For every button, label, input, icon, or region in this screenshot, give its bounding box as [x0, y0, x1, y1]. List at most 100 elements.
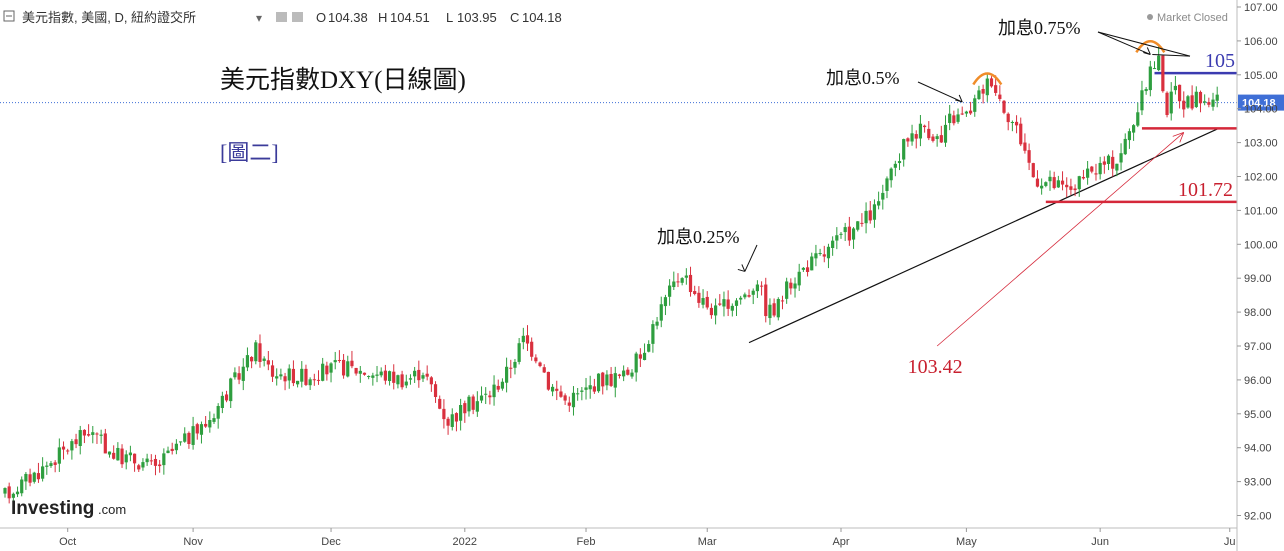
candle-body	[776, 298, 780, 318]
y-tick-label: 92.00	[1244, 511, 1272, 523]
candle-body	[28, 474, 32, 483]
candle-body	[116, 447, 120, 461]
rate-hike-annotation: 加息0.75%	[998, 18, 1081, 38]
y-axis: 92.00 93.00 94.00 95.00 96.00 97.00 98.00 99.00…	[1236, 0, 1278, 551]
candle-body	[906, 138, 910, 142]
candle-body	[312, 379, 316, 381]
annotation-pointer-head	[737, 264, 746, 272]
candle-body	[308, 379, 312, 386]
candle-body	[956, 114, 960, 122]
candle-body	[1052, 177, 1056, 189]
candle-body	[49, 463, 53, 466]
candle-body	[509, 367, 513, 369]
candle-body	[1186, 96, 1190, 108]
settings-icon[interactable]	[292, 12, 303, 22]
candle-body	[759, 285, 764, 287]
red-arrow-head	[1172, 132, 1185, 143]
candle-body	[279, 374, 283, 377]
candle-body	[1056, 180, 1060, 188]
candle-body	[438, 398, 442, 409]
candle-body	[605, 374, 609, 386]
x-tick-label: May	[956, 536, 977, 548]
level-label-101.72: 101.72	[1178, 179, 1233, 201]
candle-body	[254, 342, 258, 362]
candle-body	[325, 365, 329, 375]
candle-body	[939, 135, 943, 143]
candle-body	[450, 414, 454, 427]
candle-body	[1081, 176, 1086, 179]
annotation-pointer	[1097, 31, 1191, 57]
candle-body	[446, 418, 450, 426]
candle-body	[383, 370, 387, 381]
candle-body	[1027, 150, 1031, 163]
x-tick-label: Mar	[698, 536, 717, 548]
figure-label: [圖二]	[220, 140, 279, 165]
candle-body	[158, 464, 162, 467]
camera-icon[interactable]	[276, 12, 287, 22]
candle-body	[1165, 92, 1169, 116]
candle-body	[270, 365, 275, 377]
candle-body	[872, 204, 877, 220]
candle-body	[688, 274, 693, 293]
candle-body	[793, 283, 797, 289]
candle-body	[1132, 125, 1136, 133]
candle-body	[877, 201, 881, 206]
candle-body	[417, 369, 421, 381]
candle-body	[1123, 138, 1127, 155]
candle-body	[178, 441, 183, 443]
candle-body	[860, 222, 864, 224]
market-status: Market Closed	[1157, 12, 1228, 24]
candle-body	[655, 321, 659, 326]
candle-body	[659, 304, 663, 321]
x-tick-label: Oct	[59, 536, 76, 548]
candle-body	[358, 370, 362, 374]
candle-body	[500, 381, 505, 389]
candle-body	[413, 370, 417, 377]
annotation-pointer	[1152, 53, 1191, 57]
candle-body	[1115, 163, 1119, 171]
candle-body	[99, 434, 103, 436]
candle-body	[266, 360, 270, 365]
candle-body	[734, 300, 739, 306]
candle-body	[488, 395, 492, 398]
arrow-level-label: 103.42	[908, 356, 963, 378]
candle-body	[1182, 100, 1186, 110]
candle-body	[433, 384, 438, 398]
collapse-icon[interactable]	[3, 10, 15, 22]
candle-body	[751, 290, 755, 295]
candle-body	[626, 369, 630, 375]
candle-body	[199, 424, 204, 435]
candle-body	[948, 113, 952, 123]
candle-body	[11, 493, 15, 498]
candle-body	[467, 396, 471, 412]
candle-body	[61, 446, 66, 450]
candle-body	[709, 307, 714, 316]
candle-body	[41, 466, 45, 479]
candle-body	[726, 299, 730, 309]
candle-body	[337, 359, 341, 361]
candle-body	[195, 424, 199, 434]
chevron-down-icon[interactable]: ▾	[256, 11, 262, 25]
support-trendline	[748, 128, 1218, 344]
y-tick-label: 93.00	[1244, 477, 1272, 489]
open-value: 104.38	[328, 10, 368, 25]
candle-body	[923, 125, 927, 128]
candle-body	[1073, 188, 1077, 191]
close-label: C	[510, 10, 519, 25]
candle-body	[291, 368, 296, 384]
candle-body	[132, 453, 137, 464]
candle-body	[810, 256, 814, 271]
candle-body	[375, 374, 379, 376]
candle-body	[772, 303, 776, 316]
candle-body	[1111, 156, 1115, 169]
candle-body	[747, 295, 751, 297]
candle-body	[220, 395, 224, 408]
candle-body	[400, 374, 404, 388]
candle-body	[137, 465, 141, 470]
x-tick-label: Feb	[577, 536, 596, 548]
x-tick-label: 2022	[453, 536, 477, 548]
candle-body	[868, 210, 872, 221]
last-price-tag	[1238, 94, 1284, 111]
candle-body	[371, 375, 375, 378]
candle-body	[630, 372, 634, 377]
